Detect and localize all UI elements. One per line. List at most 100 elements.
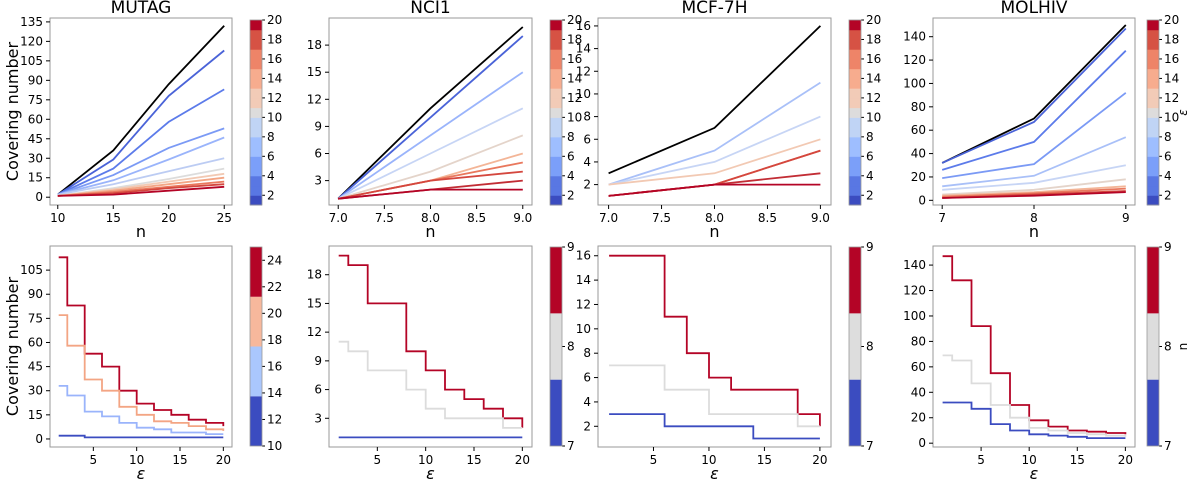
- x-axis-label: ε: [426, 464, 435, 481]
- colorbar-band: [550, 20, 562, 30]
- x-tick-label: 9.0: [513, 211, 532, 225]
- colorbar-band: [1147, 69, 1159, 79]
- colorbar-band: [1147, 127, 1159, 137]
- y-tick-label: 0: [918, 193, 926, 207]
- y-tick-label: 12: [307, 92, 322, 106]
- panel-6: 5 10 15 20369121518ε987: [307, 240, 575, 481]
- y-tick-label: 8: [583, 110, 591, 124]
- colorbar-tick-label: 8: [567, 340, 575, 354]
- colorbar-band: [250, 176, 262, 186]
- series-group: [609, 26, 821, 196]
- colorbar-tick-label: 12: [1164, 91, 1179, 105]
- colorbar-band: [250, 39, 262, 49]
- x-axis-label: n: [709, 222, 719, 241]
- colorbar-band: [849, 108, 861, 118]
- colorbar-tick-label: 24: [267, 253, 282, 267]
- panel-2: 7.0 7.5 8.0 8.5 9.0369121518NCI1n20181614121…: [307, 0, 583, 241]
- colorbar-band: [250, 98, 262, 108]
- colorbar-band: [849, 88, 861, 98]
- colorbar-band: [550, 195, 562, 205]
- colorbar-band: [250, 166, 262, 176]
- colorbar-band: [1147, 186, 1159, 196]
- panel-8: 5 10 15 20 0 20 40 60 80 100 120 140 ε 9 8 7 n: [903, 240, 1190, 481]
- y-tick-label: 105: [20, 263, 43, 277]
- colorbar-band: [250, 78, 262, 88]
- colorbar-tick-label: 18: [866, 32, 881, 46]
- colorbar-band: [849, 39, 861, 49]
- colorbar-band: [1147, 137, 1159, 147]
- y-tick-label: 140: [903, 258, 926, 272]
- y-tick-label: 100: [903, 309, 926, 323]
- colorbar-band: [849, 69, 861, 79]
- colorbar-band: [250, 30, 262, 40]
- series-line-3: [609, 414, 820, 438]
- x-tick-label: 10: [50, 211, 65, 225]
- colorbar-band: [849, 59, 861, 69]
- series-group: [338, 27, 523, 199]
- series-line-6: [338, 154, 523, 199]
- colorbar-band: [849, 195, 861, 205]
- x-axis-label: ε: [1030, 464, 1039, 481]
- series-group: [339, 256, 523, 438]
- series-group: [942, 25, 1126, 198]
- y-tick-label: 0: [35, 432, 43, 446]
- x-tick-label: 8.5: [758, 211, 777, 225]
- colorbar-tick-label: 18: [267, 333, 282, 347]
- colorbar-band: [1147, 166, 1159, 176]
- x-tick-label: 15: [172, 453, 187, 467]
- x-tick-label: 7.0: [599, 211, 618, 225]
- y-tick-label: 140: [903, 30, 926, 44]
- y-tick-label: 60: [28, 112, 43, 126]
- x-tick-label: 7.5: [375, 211, 394, 225]
- colorbar: 20 18 16 14 12 10 8 6 4 2: [250, 13, 282, 206]
- series-line-8: [609, 185, 821, 196]
- colorbar: 987n: [1147, 240, 1190, 453]
- colorbar-band: [1147, 20, 1159, 30]
- colorbar-band-3: [849, 247, 861, 313]
- colorbar-tick-label: 6: [1164, 149, 1172, 163]
- series-line-6: [942, 165, 1126, 190]
- x-tick-label: 20: [515, 453, 530, 467]
- colorbar-band: [1147, 176, 1159, 186]
- colorbar-tick-label: 4: [267, 169, 275, 183]
- x-axis-label: n: [136, 222, 146, 241]
- y-tick-label: 60: [911, 123, 926, 137]
- series-line-4: [59, 436, 224, 438]
- plot-frame: [329, 246, 532, 447]
- panel-7: 5 10 15 20 2 4 6 8 10 12 14 16 ε 9 8 7: [576, 240, 874, 481]
- y-tick-label: 10: [576, 87, 591, 101]
- y-tick-label: 105: [20, 54, 43, 68]
- colorbar-band: [1147, 156, 1159, 166]
- colorbar-band: [250, 195, 262, 205]
- y-tick-label: 16: [576, 249, 591, 263]
- x-tick-label: 9.0: [811, 211, 830, 225]
- x-axis-label: n: [425, 222, 435, 241]
- colorbar-band-1: [550, 380, 562, 446]
- colorbar-band: [250, 117, 262, 127]
- colorbar-band: [849, 147, 861, 157]
- x-tick-label: 5: [374, 453, 382, 467]
- colorbar-tick-label: 8: [866, 130, 874, 144]
- colorbar-band: [550, 98, 562, 108]
- colorbar-band: [550, 49, 562, 59]
- colorbar-band: [550, 147, 562, 157]
- colorbar-band: [550, 108, 562, 118]
- colorbar-band: [849, 49, 861, 59]
- colorbar-band: [849, 117, 861, 127]
- colorbar-band: [250, 137, 262, 147]
- y-tick-label: 45: [28, 132, 43, 146]
- series-line-1: [338, 27, 523, 199]
- y-tick-label: 135: [20, 15, 43, 29]
- colorbar-band: [849, 20, 861, 30]
- colorbar-band-2: [849, 313, 861, 379]
- y-tick-label: 75: [28, 311, 43, 325]
- x-tick-label: 25: [217, 211, 232, 225]
- series-group: [609, 256, 820, 439]
- y-tick-label: 4: [583, 155, 591, 169]
- colorbar-band: [250, 88, 262, 98]
- colorbar-band: [1147, 98, 1159, 108]
- y-tick-label: 40: [911, 147, 926, 161]
- series-group: [59, 257, 224, 437]
- colorbar-tick-label: 8: [567, 130, 575, 144]
- colorbar-tick-label: 8: [267, 130, 275, 144]
